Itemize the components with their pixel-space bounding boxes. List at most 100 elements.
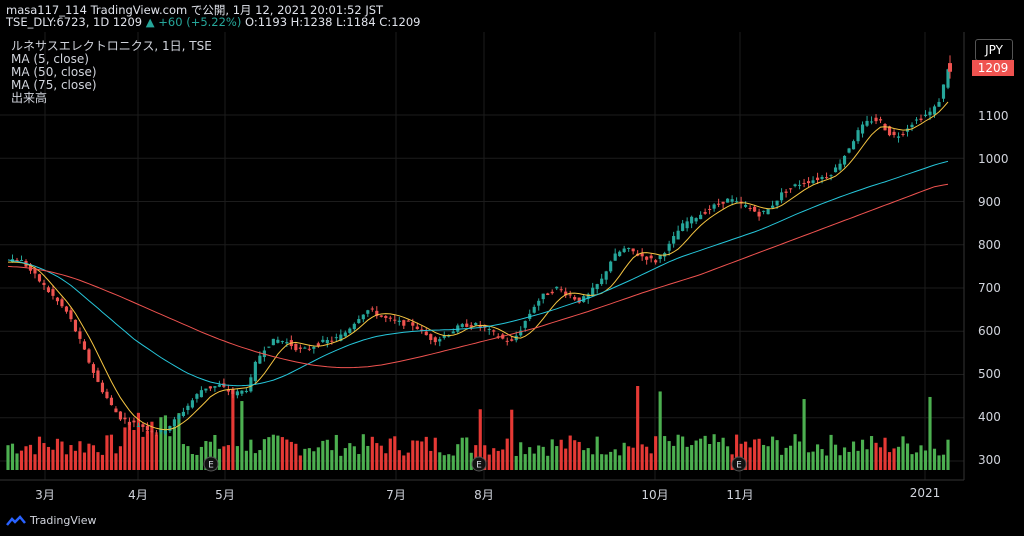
legend-ma50[interactable]: MA (50, close) xyxy=(11,65,97,79)
currency-button[interactable]: JPY xyxy=(975,39,1013,61)
volume-bar xyxy=(654,436,658,470)
candle-body xyxy=(802,182,806,184)
volume-bar xyxy=(195,454,199,470)
volume-bar xyxy=(465,437,469,470)
candle-body xyxy=(141,424,145,427)
candle-body xyxy=(105,391,109,399)
candle-body xyxy=(496,336,500,338)
volume-bar xyxy=(262,439,266,470)
volume-bar xyxy=(24,446,28,470)
volume-bar xyxy=(384,453,388,470)
candle-body xyxy=(744,204,748,207)
volume-bar xyxy=(690,445,694,470)
volume-bar xyxy=(460,437,464,470)
volume-bar xyxy=(42,443,46,470)
candle-body xyxy=(555,286,559,289)
footer-brand: TradingView xyxy=(30,514,97,527)
candle-body xyxy=(33,268,37,274)
candle-body xyxy=(919,118,923,121)
volume-bar xyxy=(136,412,141,470)
candle-body xyxy=(775,200,779,206)
volume-bar xyxy=(132,429,136,470)
volume-bar xyxy=(123,427,127,470)
price-axis[interactable]: 1100 1000 900 800 700 600 500 400 300 xyxy=(964,32,1024,480)
volume-bar xyxy=(379,445,383,470)
y-tick-label: 600 xyxy=(978,324,1001,338)
volume-bar xyxy=(748,447,752,470)
x-tick-label: 11月 xyxy=(726,488,754,502)
volume-bar xyxy=(204,441,208,470)
candle-body xyxy=(604,271,608,280)
volume-bar xyxy=(564,448,568,470)
x-tick-label: 7月 xyxy=(386,488,406,502)
volume-bar xyxy=(487,454,491,470)
volume-bar xyxy=(235,446,239,470)
volume-bar xyxy=(703,435,707,470)
volume-bar xyxy=(766,446,770,470)
candle-body xyxy=(348,328,352,333)
candle-body xyxy=(896,136,901,138)
candle-body xyxy=(923,114,928,116)
legend-title: ルネサスエレクトロニクス, 1日, TSE xyxy=(11,39,212,53)
candle-body xyxy=(878,119,883,121)
volume-bar xyxy=(753,439,757,470)
candle-body xyxy=(240,390,244,394)
x-tick-label: 5月 xyxy=(215,488,235,502)
ma50-line xyxy=(7,160,949,387)
candle-body xyxy=(847,148,851,153)
legend-volume[interactable]: 出来高 xyxy=(11,91,48,105)
tradingview-branding[interactable]: TradingView xyxy=(6,514,96,527)
candle-body xyxy=(887,126,892,136)
candle-body xyxy=(735,201,739,203)
volume-bar xyxy=(838,455,842,470)
candle-body xyxy=(690,216,694,224)
volume-bar xyxy=(919,445,923,470)
volume-bar xyxy=(667,441,671,470)
earnings-circle xyxy=(471,456,487,472)
volume-bar xyxy=(771,436,775,470)
earnings-letter: E xyxy=(736,461,742,471)
candle-body xyxy=(784,191,788,193)
volume-bar xyxy=(186,446,190,470)
x-tick-label: 4月 xyxy=(128,488,148,502)
volume-bar xyxy=(177,413,181,470)
y-tick-label: 900 xyxy=(978,195,1001,209)
volume-bar xyxy=(46,446,51,470)
candle-body xyxy=(73,319,78,332)
candle-body xyxy=(267,346,271,348)
volume-bar xyxy=(910,454,914,470)
candle-body xyxy=(748,208,752,210)
volume-bar xyxy=(501,449,505,470)
volume-bar xyxy=(595,436,599,470)
volume-bar xyxy=(28,444,33,470)
candle-body xyxy=(253,361,257,382)
volume-bar xyxy=(717,442,721,470)
candle-body xyxy=(19,259,24,261)
candle-body xyxy=(559,289,563,291)
volume-bar xyxy=(267,437,271,470)
volume-bar xyxy=(789,445,793,470)
legend-ma75[interactable]: MA (75, close) xyxy=(11,78,97,92)
volume-bar xyxy=(618,455,622,470)
candle-body xyxy=(703,212,707,214)
volume-bar xyxy=(699,438,703,470)
candle-body xyxy=(330,340,334,342)
candle-body xyxy=(280,341,284,343)
earnings-circle xyxy=(203,456,219,472)
volume-bar xyxy=(640,444,644,470)
volume-bar xyxy=(649,453,653,470)
candle-body xyxy=(244,390,248,392)
volume-bar xyxy=(811,451,815,470)
tradingview-logo-icon xyxy=(6,514,26,526)
candle-body xyxy=(829,175,833,177)
candle-body xyxy=(411,322,415,326)
candle-body xyxy=(469,325,473,327)
candle-body xyxy=(914,119,919,121)
candle-body xyxy=(591,287,595,296)
volume-bar xyxy=(289,441,293,470)
legend-ma5[interactable]: MA (5, close) xyxy=(11,52,89,66)
volume-bar xyxy=(555,446,559,470)
candle-body xyxy=(811,180,815,183)
candle-body xyxy=(708,208,712,210)
